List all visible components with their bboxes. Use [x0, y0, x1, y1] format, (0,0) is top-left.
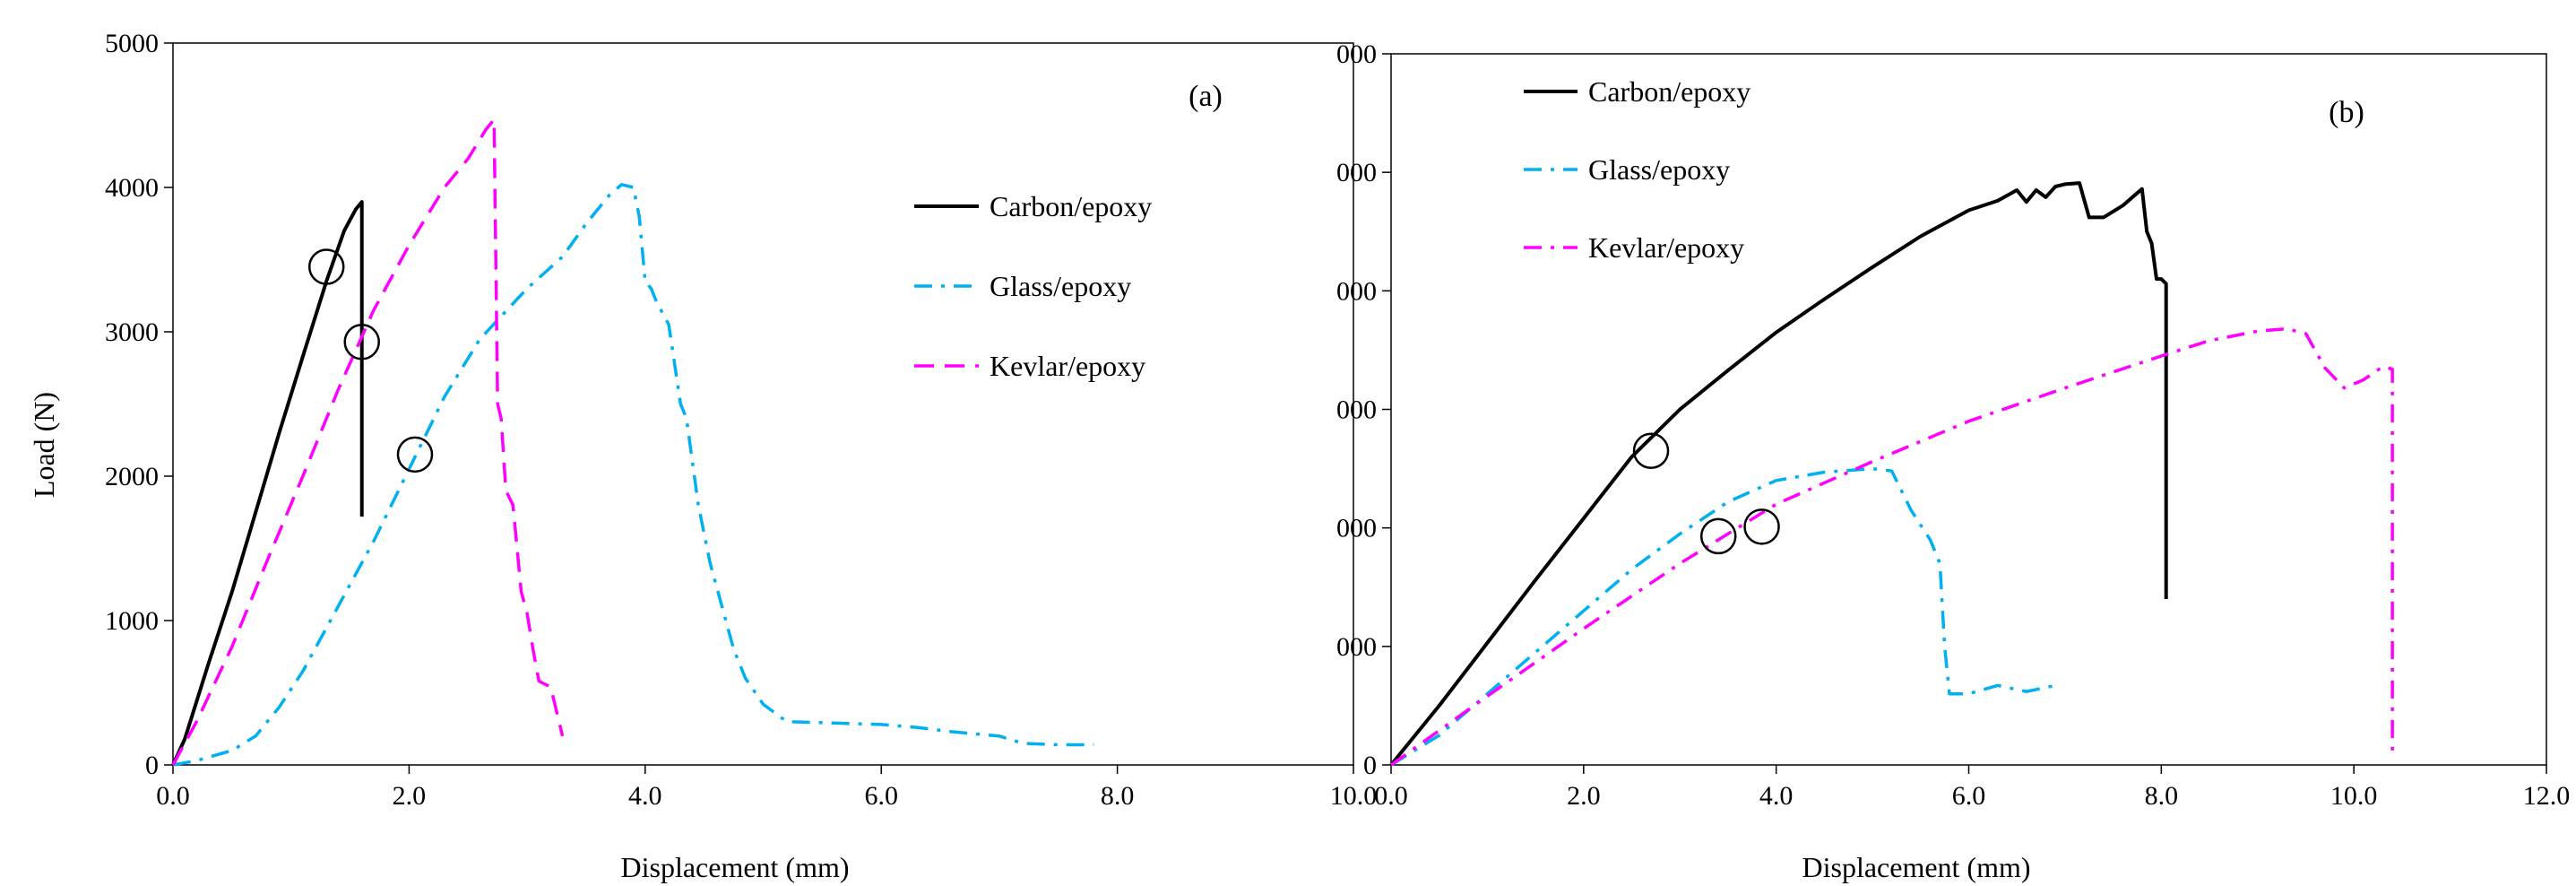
x-tick-label: 6.0 — [1952, 781, 1986, 811]
legend-label: Glass/epoxy — [1588, 153, 1730, 186]
panel-a-y-axis-title: Load (N) — [28, 392, 60, 498]
failure-marker — [1632, 432, 1670, 470]
x-tick-label: 4.0 — [628, 781, 662, 811]
y-tick-label: 5000 — [105, 29, 159, 58]
x-tick-label: 10.0 — [2330, 781, 2378, 811]
series-line-glass-epoxy — [1390, 466, 2056, 767]
legend-label: Kevlar/epoxy — [1588, 231, 1744, 264]
panel-a-x-axis-title: Displacement (mm) — [620, 851, 849, 883]
failure-marker — [307, 248, 345, 285]
y-tick-label: 000 — [1336, 514, 1377, 543]
series-line-carbon-epoxy — [171, 200, 364, 766]
series-line-kevlar-epoxy — [171, 117, 565, 766]
failure-marker — [343, 324, 380, 360]
panel-a-label: (a) — [1189, 80, 1223, 113]
y-tick-label: 2000 — [105, 462, 159, 491]
plot-area — [172, 42, 1354, 766]
y-tick-label: 0 — [1363, 751, 1377, 780]
series-line-glass-epoxy — [172, 183, 1094, 767]
y-tick-label: 000 — [1336, 276, 1377, 306]
y-tick-label: 4000 — [105, 173, 159, 203]
x-tick-label: 10.0 — [1330, 781, 1378, 811]
x-tick-label: 6.0 — [864, 781, 898, 811]
failure-marker — [1743, 508, 1780, 545]
y-tick-label: 000 — [1336, 632, 1377, 662]
x-tick-label: 8.0 — [2145, 781, 2179, 811]
x-tick-label: 2.0 — [1567, 781, 1601, 811]
legend-label: Kevlar/epoxy — [990, 350, 1145, 382]
x-tick-label: 0.0 — [1374, 781, 1408, 811]
x-tick-label: 8.0 — [1101, 781, 1135, 811]
x-tick-label: 12.0 — [2523, 781, 2571, 811]
y-tick-label: 1000 — [105, 606, 159, 636]
x-tick-label: 4.0 — [1759, 781, 1794, 811]
plot-area — [1390, 53, 2547, 766]
y-tick-label: 3000 — [105, 317, 159, 347]
y-tick-label: 000 — [1336, 158, 1377, 187]
failure-marker — [396, 436, 434, 473]
legend-label: Carbon/epoxy — [1588, 75, 1750, 108]
series-line-kevlar-epoxy — [1389, 326, 2394, 767]
legend-label: Carbon/epoxy — [990, 190, 1152, 222]
x-tick-label: 2.0 — [393, 781, 427, 811]
y-tick-label: 000 — [1336, 395, 1377, 425]
panel-b-x-axis-title: Displacement (mm) — [1802, 851, 2030, 883]
failure-marker — [1699, 517, 1737, 555]
panel-b: Displacement (mm) (b) 0.0 2.0 4.0 6.0 8.0 10.… — [1336, 39, 2570, 883]
y-tick-label: 0 — [145, 751, 159, 780]
x-tick-label: 0.0 — [156, 781, 190, 811]
y-tick-label: 000 — [1336, 39, 1377, 69]
panel-b-label: (b) — [2329, 96, 2364, 129]
legend-label: Glass/epoxy — [990, 270, 1131, 302]
series-line-carbon-epoxy — [1389, 181, 2168, 767]
panel-a: Load (N) Displacement (mm) (a) 0.0 2.0 4.0… — [28, 29, 1377, 883]
